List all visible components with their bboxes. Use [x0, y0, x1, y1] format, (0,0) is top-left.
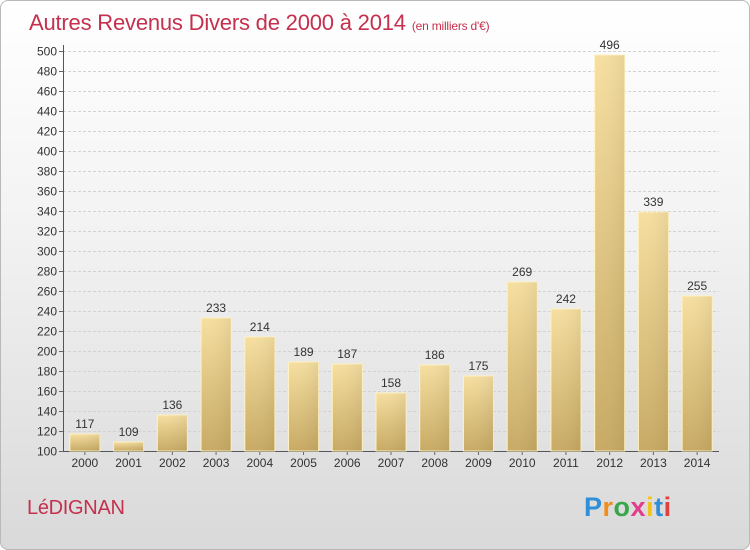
bar-shade-2009 [463, 376, 494, 451]
data-label: 117 [75, 417, 94, 431]
y-tick-label: 420 [37, 125, 57, 139]
x-tick-label: 2004 [246, 456, 273, 470]
y-tick-label: 440 [37, 105, 57, 119]
x-tick-label: 2014 [684, 456, 711, 470]
y-tick-label: 460 [37, 85, 57, 99]
chart-subtitle: (en milliers d'€) [411, 19, 490, 33]
bar-shade-2010 [507, 282, 538, 451]
x-tick-label: 2012 [596, 456, 623, 470]
chart-title-text: Autres Revenus Divers de 2000 à 2014 [29, 10, 406, 35]
data-label: 175 [468, 359, 488, 373]
y-tick-label: 180 [37, 365, 57, 379]
x-tick-label: 2008 [421, 456, 448, 470]
axes: 100 120 140 160 180 200 220 240 260 280 300 320 340 3… [37, 45, 719, 470]
town-name: LéDIGNAN [27, 497, 125, 519]
x-tick-label: 2002 [159, 456, 186, 470]
x-tick-label: 2010 [509, 456, 536, 470]
y-tick-label: 480 [37, 65, 57, 79]
x-tick-label: 2003 [203, 456, 230, 470]
data-label: 242 [556, 292, 576, 306]
data-label: 136 [162, 398, 182, 412]
bar-shade-2002 [157, 415, 188, 451]
y-tick-label: 360 [37, 185, 57, 199]
bar-shade-2006 [332, 364, 363, 451]
proxiti-logo[interactable]: Proxiti [582, 489, 692, 525]
y-tick-label: 220 [37, 325, 57, 339]
chart-title: Autres Revenus Divers de 2000 à 2014 (en … [29, 10, 490, 36]
y-tick-label: 280 [37, 265, 57, 279]
y-tick-label: 300 [37, 245, 57, 259]
bar-shade-2011 [550, 309, 581, 451]
svg-text:Proxiti: Proxiti [584, 492, 672, 522]
bar-shade-2008 [419, 365, 450, 451]
data-label: 255 [687, 279, 707, 293]
y-tick-label: 100 [37, 445, 57, 459]
x-tick-label: 2000 [72, 456, 99, 470]
data-label: 189 [294, 345, 314, 359]
data-label: 496 [600, 38, 620, 52]
bar-shade-2007 [376, 393, 406, 451]
y-tick-label: 400 [37, 145, 57, 159]
data-label: 339 [643, 195, 663, 209]
data-label: 269 [512, 265, 532, 279]
x-tick-label: 2001 [115, 456, 142, 470]
data-label: 186 [425, 348, 445, 362]
data-label: 158 [381, 376, 401, 390]
bar-shade-2001 [113, 442, 144, 451]
data-label: 109 [119, 425, 139, 439]
y-tick-label: 380 [37, 165, 57, 179]
x-tick-label: 2005 [290, 456, 317, 470]
data-label: 187 [337, 347, 357, 361]
x-tick-label: 2006 [334, 456, 361, 470]
y-tick-label: 120 [37, 425, 57, 439]
y-tick-label: 500 [37, 45, 57, 59]
y-tick-label: 140 [37, 405, 57, 419]
bar-chart: 100 120 140 160 180 200 220 240 260 280 300 320 340 3… [37, 38, 719, 470]
y-tick-label: 260 [37, 285, 57, 299]
bar-shade-2013 [638, 212, 669, 451]
bar-shade-2014 [682, 296, 713, 451]
x-tick-label: 2011 [553, 456, 579, 470]
y-tick-label: 240 [37, 305, 57, 319]
x-tick-label: 2009 [465, 456, 492, 470]
bar-shade-2003 [201, 318, 232, 451]
data-label: 214 [250, 320, 270, 334]
data-labels: 117 109 136 233 214 189 187 158 186 175 269 242 496 3… [75, 38, 707, 439]
bar-shade-2000 [69, 434, 100, 451]
x-tick-label: 2013 [640, 456, 667, 470]
y-tick-label: 340 [37, 205, 57, 219]
y-tick-label: 320 [37, 225, 57, 239]
x-tick-label: 2007 [378, 456, 405, 470]
bars [69, 54, 713, 452]
bar-shade-2012 [594, 55, 625, 451]
bar-shade-2004 [244, 337, 275, 451]
y-tick-label: 200 [37, 345, 57, 359]
y-tick-label: 160 [37, 385, 57, 399]
bar-shade-2005 [288, 362, 319, 451]
data-label: 233 [206, 301, 226, 315]
